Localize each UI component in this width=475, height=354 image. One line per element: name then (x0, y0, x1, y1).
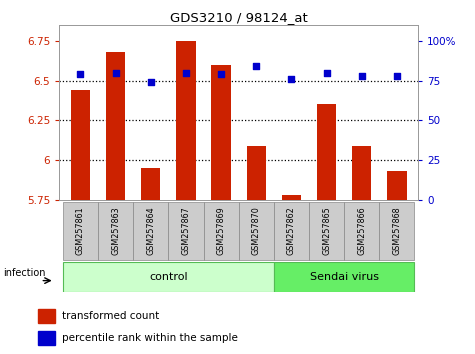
Point (358, 73, 366, 79)
Text: infection: infection (3, 268, 46, 278)
Point (323, 70, 331, 75)
Text: GSM257864: GSM257864 (146, 207, 155, 255)
Text: control: control (149, 272, 188, 282)
Point (253, 63, 260, 69)
Bar (71, 90, 90, 200)
Bar (317, 104, 336, 200)
Bar (274, 262, 415, 292)
Bar (168, 202, 203, 260)
Point (217, 72, 225, 77)
Bar (141, 168, 161, 200)
Point (112, 70, 119, 75)
Bar (106, 52, 125, 200)
Text: GSM257869: GSM257869 (217, 207, 226, 255)
Point (182, 70, 190, 75)
Bar (274, 202, 309, 260)
Title: GDS3210 / 98124_at: GDS3210 / 98124_at (170, 11, 308, 24)
Bar (380, 202, 415, 260)
Bar (133, 202, 168, 260)
Bar (344, 202, 380, 260)
Text: GSM257865: GSM257865 (322, 207, 331, 255)
Bar (239, 202, 274, 260)
Text: GSM257870: GSM257870 (252, 207, 261, 255)
Bar (98, 202, 133, 260)
Point (147, 79, 154, 85)
Point (393, 73, 401, 79)
Bar (282, 195, 301, 200)
Text: GSM257866: GSM257866 (357, 207, 366, 255)
Text: GSM257862: GSM257862 (287, 207, 296, 255)
Text: percentile rank within the sample: percentile rank within the sample (62, 333, 238, 343)
Bar (38, 309, 55, 323)
Bar (63, 202, 98, 260)
Bar (38, 331, 55, 345)
Text: GSM257867: GSM257867 (181, 207, 190, 255)
Text: transformed count: transformed count (62, 311, 159, 321)
Text: Sendai virus: Sendai virus (310, 272, 379, 282)
Bar (176, 41, 196, 200)
Bar (211, 65, 231, 200)
Bar (387, 171, 407, 200)
Bar (352, 146, 371, 200)
Text: GSM257861: GSM257861 (76, 207, 85, 255)
Bar (247, 146, 266, 200)
Point (288, 76, 295, 82)
Bar (203, 202, 239, 260)
Bar (309, 202, 344, 260)
Text: GSM257868: GSM257868 (392, 207, 401, 255)
Bar (63, 262, 274, 292)
Text: GSM257863: GSM257863 (111, 207, 120, 255)
Point (76, 72, 84, 77)
